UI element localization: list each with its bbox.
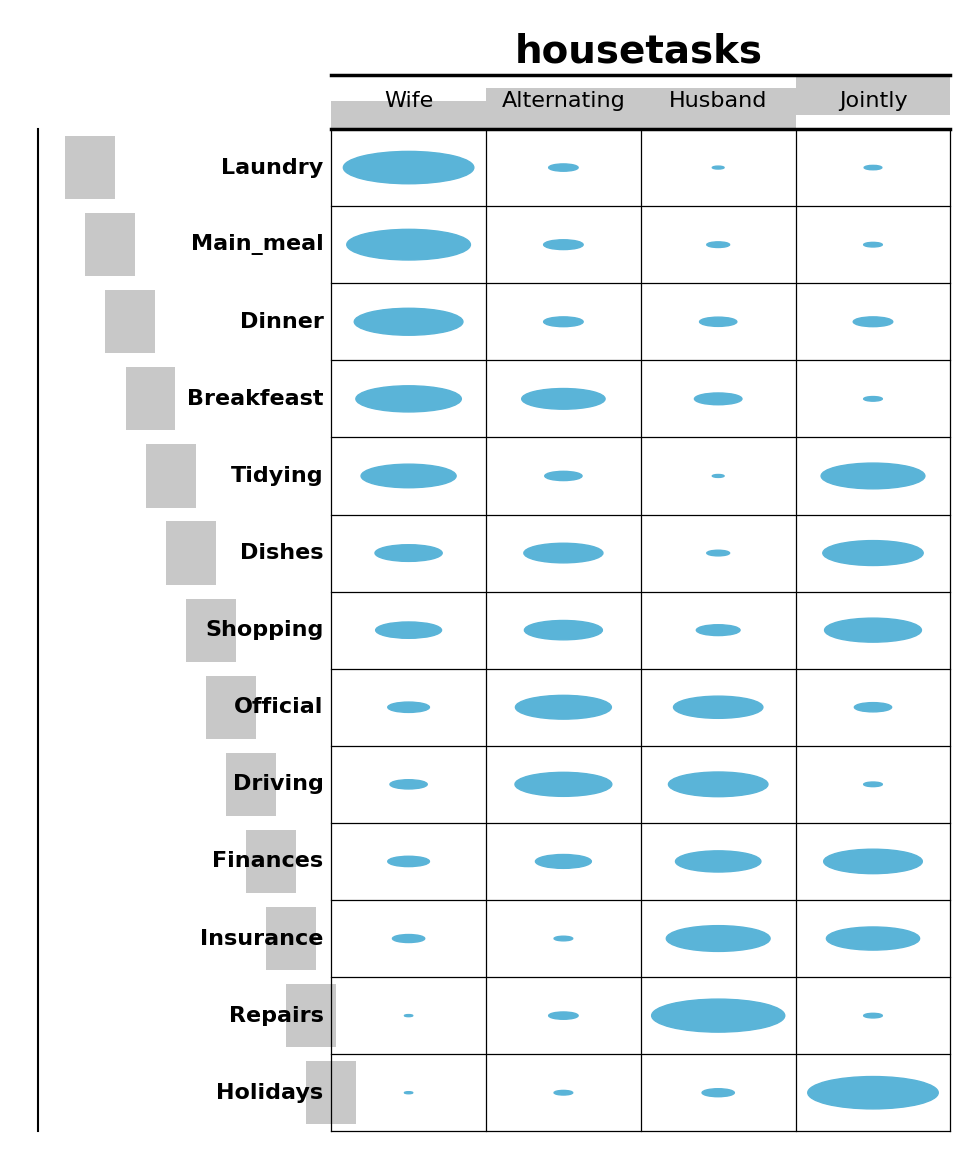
Ellipse shape xyxy=(544,471,582,480)
Ellipse shape xyxy=(388,702,429,712)
Text: Tidying: Tidying xyxy=(231,465,324,486)
Text: Alternating: Alternating xyxy=(501,91,625,112)
Text: Repairs: Repairs xyxy=(228,1006,324,1025)
Ellipse shape xyxy=(696,624,740,636)
Ellipse shape xyxy=(864,1014,882,1018)
Ellipse shape xyxy=(549,164,578,172)
Ellipse shape xyxy=(854,703,892,712)
Text: Official: Official xyxy=(234,697,324,718)
Text: Holidays: Holidays xyxy=(216,1083,324,1102)
Text: Main_meal: Main_meal xyxy=(191,234,324,255)
Ellipse shape xyxy=(543,240,583,250)
Ellipse shape xyxy=(712,475,724,477)
Ellipse shape xyxy=(361,464,456,487)
Ellipse shape xyxy=(375,545,443,561)
Ellipse shape xyxy=(864,782,882,787)
Ellipse shape xyxy=(404,1092,413,1093)
Text: Breakfeast: Breakfeast xyxy=(187,389,324,409)
Ellipse shape xyxy=(554,937,573,941)
Ellipse shape xyxy=(864,396,882,401)
Ellipse shape xyxy=(344,151,474,184)
Text: Dishes: Dishes xyxy=(240,543,324,563)
Text: Driving: Driving xyxy=(232,774,324,795)
Ellipse shape xyxy=(356,386,462,412)
Ellipse shape xyxy=(712,166,724,169)
Ellipse shape xyxy=(853,317,893,327)
Ellipse shape xyxy=(354,309,463,335)
Ellipse shape xyxy=(694,393,742,404)
Ellipse shape xyxy=(707,242,730,248)
Ellipse shape xyxy=(827,927,920,950)
Ellipse shape xyxy=(824,849,923,873)
Ellipse shape xyxy=(668,772,768,797)
Ellipse shape xyxy=(700,317,737,326)
Ellipse shape xyxy=(390,780,427,789)
Ellipse shape xyxy=(521,388,605,409)
Ellipse shape xyxy=(652,999,784,1032)
Text: Laundry: Laundry xyxy=(221,158,324,177)
Ellipse shape xyxy=(825,619,922,642)
Ellipse shape xyxy=(536,855,591,869)
Text: Jointly: Jointly xyxy=(839,91,907,112)
Ellipse shape xyxy=(702,1089,734,1097)
Text: Husband: Husband xyxy=(669,91,767,112)
Ellipse shape xyxy=(674,696,763,719)
Ellipse shape xyxy=(404,1015,413,1017)
Ellipse shape xyxy=(388,856,429,866)
Ellipse shape xyxy=(666,926,770,952)
Ellipse shape xyxy=(375,622,442,638)
Text: Dinner: Dinner xyxy=(240,312,324,332)
Ellipse shape xyxy=(821,463,924,488)
Ellipse shape xyxy=(347,229,470,260)
Ellipse shape xyxy=(524,544,603,563)
Ellipse shape xyxy=(543,317,583,327)
Text: Shopping: Shopping xyxy=(205,620,324,641)
Ellipse shape xyxy=(864,242,882,247)
Text: Insurance: Insurance xyxy=(200,929,324,948)
Ellipse shape xyxy=(676,851,761,872)
Text: Finances: Finances xyxy=(212,851,324,871)
Ellipse shape xyxy=(864,166,882,169)
Ellipse shape xyxy=(516,696,612,719)
Ellipse shape xyxy=(823,540,924,566)
Ellipse shape xyxy=(707,551,730,556)
Ellipse shape xyxy=(393,934,424,942)
Text: Wife: Wife xyxy=(384,91,433,112)
Ellipse shape xyxy=(515,772,612,796)
Ellipse shape xyxy=(524,621,602,639)
Ellipse shape xyxy=(554,1091,573,1096)
Ellipse shape xyxy=(549,1011,578,1020)
Ellipse shape xyxy=(807,1076,938,1109)
Text: housetasks: housetasks xyxy=(515,32,762,70)
